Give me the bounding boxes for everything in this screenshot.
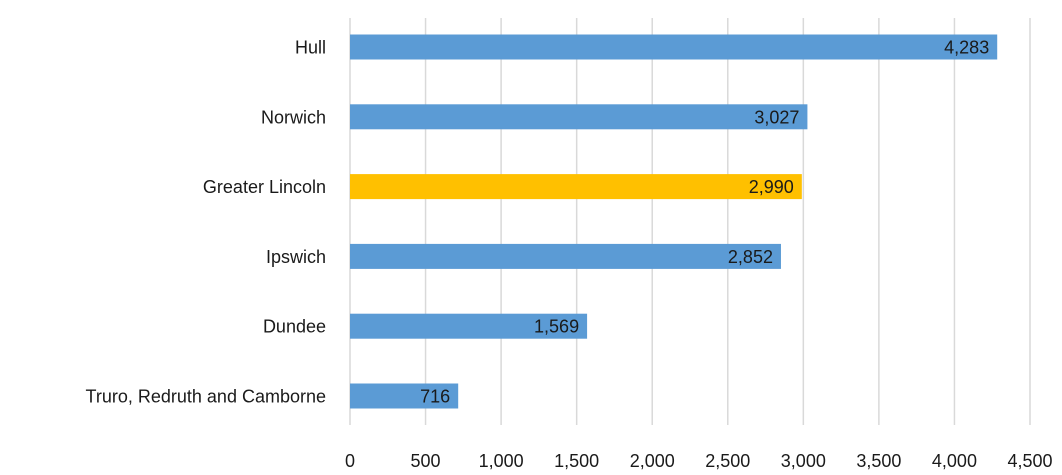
category-label: Truro, Redruth and Camborne [86,387,326,407]
x-tick-label: 4,500 [1007,451,1052,471]
x-tick-label: 1,000 [479,451,524,471]
x-tick-label: 3,000 [781,451,826,471]
data-label: 2,852 [728,247,773,267]
x-tick-label: 4,000 [932,451,977,471]
bar [350,243,781,269]
bar [350,34,998,60]
category-label: Ipswich [266,247,326,267]
category-label: Greater Lincoln [203,177,326,197]
bar [350,174,802,200]
bars: 4,283 3,027 2,990 2,852 1,569 716 [350,34,998,409]
data-label: 716 [420,387,450,407]
gridlines [349,18,1031,425]
bar [350,383,459,409]
bar [350,104,808,130]
category-label: Norwich [261,107,326,127]
x-tick-label: 2,500 [705,451,750,471]
category-labels: Hull Norwich Greater Lincoln Ipswich Dundee T… [86,38,326,407]
category-label: Hull [295,38,326,58]
x-tick-label: 0 [345,451,355,471]
x-tick-label: 1,500 [554,451,599,471]
x-tick-label: 500 [411,451,441,471]
category-label: Dundee [263,317,326,337]
data-label: 3,027 [754,107,799,127]
data-label: 1,569 [534,317,579,337]
x-tick-label: 3,500 [856,451,901,471]
x-axis-tick-labels: 0 500 1,000 1,500 2,000 2,500 3,000 3,500 4,000 4… [345,451,1053,471]
bar [350,313,588,339]
x-tick-label: 2,000 [630,451,675,471]
data-label: 2,990 [749,177,794,197]
data-label: 4,283 [944,38,989,58]
